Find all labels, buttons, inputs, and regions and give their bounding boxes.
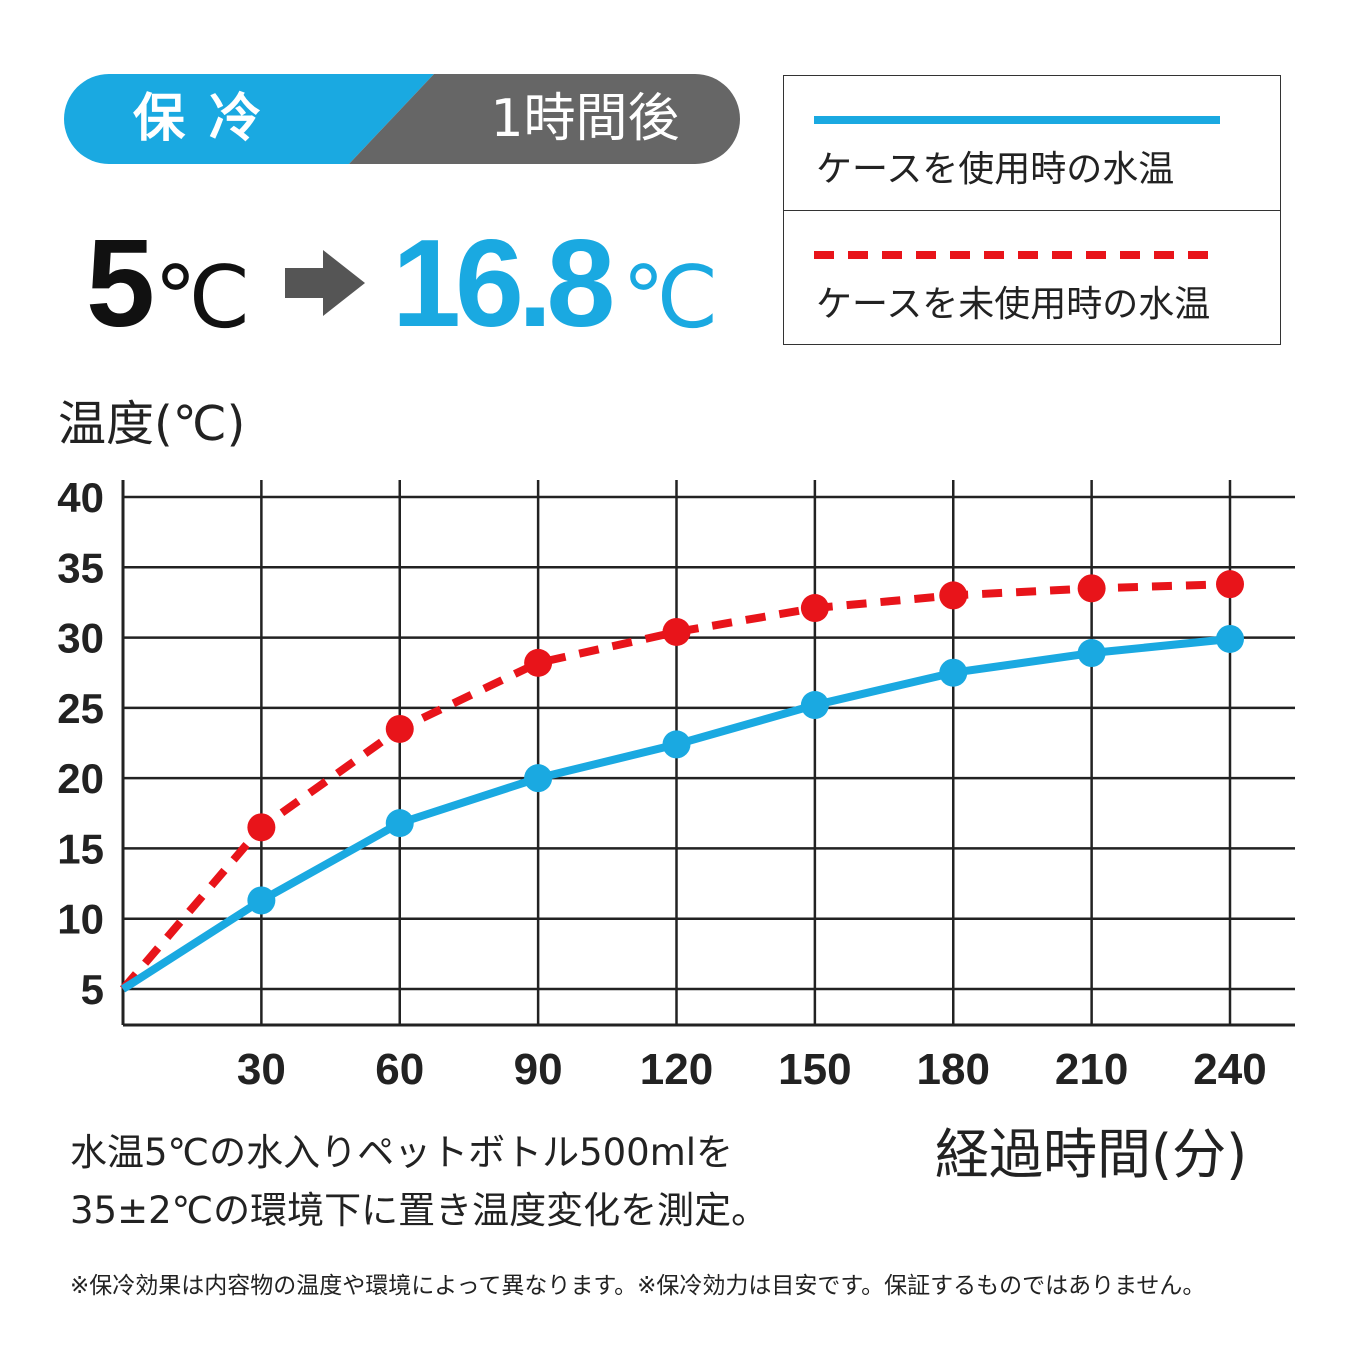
method-note-line2: 35±2℃の環境下に置き温度変化を測定。 — [70, 1189, 769, 1232]
series-without-case-point — [939, 581, 968, 610]
y-tick-label: 35 — [57, 544, 104, 591]
banner-title: 保冷 — [132, 89, 285, 149]
x-tick-label: 60 — [375, 1045, 424, 1094]
y-tick-label: 15 — [57, 825, 104, 872]
series-without-case-point — [1077, 574, 1106, 603]
legend-item-with-case: ケースを使用時の水温 — [784, 76, 1280, 211]
y-tick-label: 25 — [57, 685, 104, 732]
series-without-case-point — [524, 648, 553, 677]
y-tick-label: 30 — [57, 615, 104, 662]
series-without-case-point — [385, 714, 414, 743]
series-with-case-point — [800, 691, 829, 720]
y-tick-label: 10 — [57, 896, 104, 943]
series-without-case-point — [1216, 570, 1244, 599]
series-with-case-point — [524, 764, 553, 793]
end-temperature-unit: ℃ — [622, 248, 719, 348]
x-tick-label: 30 — [237, 1045, 286, 1094]
arrow-right-icon — [285, 250, 365, 316]
y-tick-label: 5 — [81, 966, 104, 1013]
series-with-case-point — [662, 730, 691, 759]
x-tick-label: 180 — [917, 1045, 990, 1094]
y-axis-title: 温度(℃) — [58, 396, 246, 452]
x-axis-title: 経過時間(分) — [935, 1123, 1248, 1186]
y-tick-label: 40 — [57, 474, 104, 521]
series-without-case-point — [800, 594, 829, 623]
series-with-case-point — [247, 886, 276, 915]
banner-subtitle: 1時間後 — [490, 89, 680, 149]
legend-item-without-case: ケースを未使用時の水温 — [784, 211, 1280, 345]
x-tick-label: 150 — [778, 1045, 851, 1094]
disclaimer: ※保冷効果は内容物の温度や環境によって異なります。※保冷効力は目安です。保証する… — [70, 1273, 1206, 1299]
start-temperature: 5 — [86, 215, 155, 353]
x-tick-label: 210 — [1055, 1045, 1128, 1094]
legend-label-without-case: ケースを未使用時の水温 — [816, 284, 1211, 325]
legend: ケースを使用時の水温 ケースを未使用時の水温 — [783, 75, 1281, 345]
legend-solid-line — [814, 116, 1220, 124]
series-with-case-point — [1216, 624, 1244, 653]
start-temperature-unit: ℃ — [154, 248, 251, 348]
x-tick-label: 90 — [514, 1045, 563, 1094]
series-without-case-point — [662, 617, 691, 646]
y-tick-label: 20 — [57, 755, 104, 802]
x-tick-label: 240 — [1193, 1045, 1266, 1094]
end-temperature: 16.8 — [392, 215, 615, 353]
series-with-case-point — [1077, 639, 1106, 668]
x-tick-label: 120 — [640, 1045, 713, 1094]
series-with-case-point — [939, 658, 968, 687]
series-without-case-point — [247, 813, 276, 842]
banner — [64, 74, 740, 164]
legend-label-with-case: ケースを使用時の水温 — [816, 149, 1175, 190]
series-with-case-point — [385, 809, 414, 838]
method-note-line1: 水温5℃の水入りペットボトル500mlを — [70, 1131, 734, 1174]
